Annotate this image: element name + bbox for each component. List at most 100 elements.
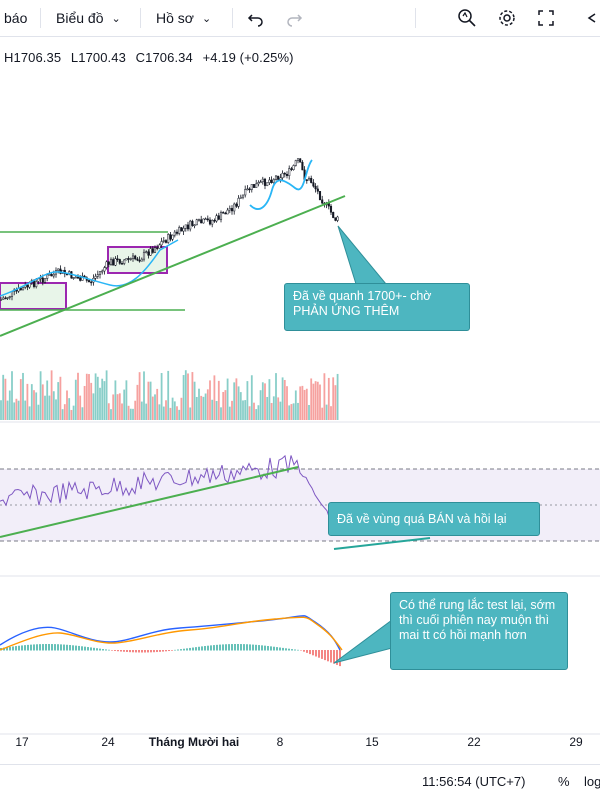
candle-body	[182, 228, 185, 232]
macd-histogram-bar	[312, 650, 314, 656]
candle-body	[167, 234, 170, 243]
macd-histogram-bar	[36, 644, 38, 651]
undo-button[interactable]	[242, 4, 270, 32]
volume-bar	[61, 409, 64, 420]
volume-bar	[228, 406, 231, 420]
macd-histogram-bar	[39, 644, 41, 651]
volume-bar	[17, 400, 20, 420]
alerts-button[interactable]: báo	[4, 0, 27, 36]
candle-body	[41, 277, 44, 283]
volume-bar	[88, 374, 90, 420]
price-annotation-callout[interactable]: Đã về quanh 1700+- chờ PHẢN ỨNG THÊM	[284, 283, 470, 331]
rsi-trendline[interactable]	[0, 466, 299, 538]
macd-histogram-bar	[252, 644, 254, 651]
volume-bar	[72, 405, 75, 420]
chart-menu-button[interactable]: Biểu đồ ⌄	[56, 0, 121, 36]
candle-body	[103, 267, 106, 272]
volume-bar	[204, 393, 207, 420]
callout-pointer	[337, 225, 388, 285]
candle-body	[312, 182, 315, 187]
volume-bar	[226, 378, 229, 420]
volume-bar	[79, 395, 82, 420]
macd-histogram-bar	[276, 647, 278, 651]
macd-histogram-bar	[183, 648, 185, 651]
volume-bar	[46, 380, 49, 420]
volume-bar	[121, 403, 123, 420]
volume-bar	[323, 373, 326, 420]
candle-body	[259, 181, 262, 184]
time-axis[interactable]: 17 24 Tháng Mười hai 8 15 22 29	[0, 735, 600, 755]
candle-body	[2, 297, 5, 300]
redo-button[interactable]	[280, 4, 308, 32]
volume-bar	[167, 370, 170, 420]
volume-bar	[116, 394, 119, 420]
volume-bar	[94, 373, 97, 420]
candle-body	[241, 194, 245, 198]
candle-body	[233, 203, 236, 212]
macd-histogram-bar	[21, 645, 23, 651]
volume-bar	[81, 407, 84, 420]
volume-bar	[118, 393, 121, 420]
candle-body	[153, 247, 157, 253]
candle-body	[195, 219, 198, 226]
candle-body	[200, 219, 203, 224]
macd-histogram-bar	[78, 645, 80, 651]
volume-bar	[156, 388, 159, 420]
candle-body	[46, 274, 49, 279]
macd-histogram-bar	[210, 645, 212, 651]
volume-bar	[96, 376, 99, 420]
volume-bar	[303, 389, 306, 420]
settings-button[interactable]	[493, 4, 521, 32]
macd-histogram-bar	[75, 645, 77, 651]
candle-body	[164, 240, 168, 243]
log-scale-toggle[interactable]: log	[584, 774, 600, 789]
macd-histogram-bar	[330, 650, 332, 663]
volume-bar	[48, 395, 51, 420]
ohlc-legend: H1706.35 L1700.43 C1706.34 +4.19 (+0.25%…	[4, 50, 300, 65]
volume-bar	[107, 403, 110, 420]
candle-body	[149, 248, 152, 256]
candle-body	[114, 258, 117, 266]
candle-body	[186, 224, 190, 230]
search-icon	[458, 9, 476, 27]
macd-histogram-bar	[192, 647, 194, 651]
macd-histogram-bar	[63, 644, 65, 651]
volume-bar	[259, 390, 262, 420]
volume-bar	[165, 400, 167, 420]
macd-histogram-bar	[189, 647, 191, 651]
macd-histogram-bar	[87, 647, 89, 651]
candle-body	[222, 212, 225, 214]
macd-histogram-bar	[96, 648, 98, 651]
clock-timezone[interactable]: 11:56:54 (UTC+7)	[422, 774, 526, 789]
macd-histogram-bar	[174, 649, 176, 651]
volume-bar	[125, 380, 128, 420]
candle-body	[279, 177, 282, 180]
candle-body	[217, 215, 220, 220]
rising-trendline[interactable]	[0, 195, 346, 337]
rsi-annotation-callout[interactable]: Đã về vùng quá BÁN và hồi lại	[328, 502, 540, 536]
volume-bar	[222, 391, 225, 420]
macd-annotation-callout[interactable]: Có thể rung lắc test lại, sớm thì cuối p…	[390, 592, 568, 670]
volume-bar	[162, 406, 165, 420]
candle-body	[277, 175, 280, 180]
profile-menu-button[interactable]: Hồ sơ ⌄	[156, 0, 211, 36]
volume-bar	[266, 396, 269, 420]
percent-scale-toggle[interactable]: %	[558, 774, 570, 789]
candle-body	[224, 212, 227, 215]
candle-body	[283, 172, 286, 175]
quick-search-button[interactable]	[453, 4, 481, 32]
macd-histogram-bar	[207, 645, 209, 651]
macd-histogram-bar	[168, 650, 170, 652]
volume-bar	[193, 381, 196, 420]
volume-bar	[151, 396, 154, 420]
share-button[interactable]	[578, 4, 600, 32]
volume-bar	[297, 402, 299, 420]
macd-histogram-bar	[144, 650, 146, 653]
macd-histogram-bar	[171, 650, 173, 651]
macd-histogram-bar	[81, 646, 83, 651]
fullscreen-button[interactable]	[532, 4, 560, 32]
candle-body	[263, 178, 267, 186]
volume-bar	[332, 377, 335, 420]
moving-average-line	[249, 159, 313, 210]
macd-histogram-bar	[294, 649, 296, 651]
